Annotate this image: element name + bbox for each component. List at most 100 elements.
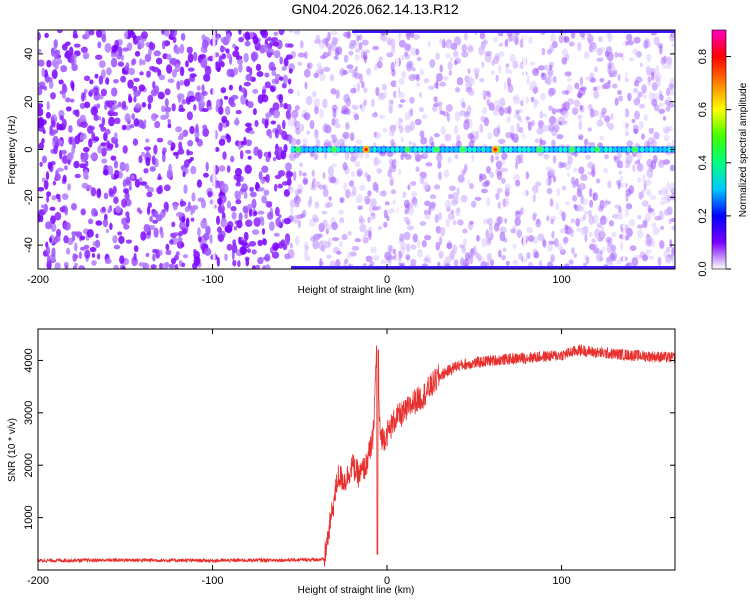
spectrogram-cell (313, 153, 319, 161)
spectrogram-cell (467, 132, 474, 140)
spectrogram-cell (294, 203, 300, 208)
spectrogram-cell (193, 255, 201, 266)
spectrogram-cell (527, 235, 535, 242)
spectrogram-cell (599, 111, 603, 121)
signal-cell (440, 146, 445, 153)
spectrogram-cell (669, 239, 673, 249)
spectrogram-cell (65, 106, 72, 112)
spectrogram-cell (294, 152, 300, 159)
spectrogram-cell (178, 141, 183, 150)
spectrogram-cell (89, 88, 97, 93)
spectrogram-cell (391, 69, 396, 77)
spectrogram-cell (327, 31, 331, 42)
spectrogram-cell (145, 252, 150, 258)
spectrogram-cell (82, 52, 90, 60)
spectrogram-cell (386, 36, 393, 45)
spectrogram-cell (338, 240, 343, 248)
spectrogram-cell (261, 228, 266, 235)
spectrogram-cell (181, 216, 186, 223)
spectrogram-cell (435, 225, 441, 234)
spectrogram-cell (636, 150, 643, 160)
spectrogram-cell (261, 195, 267, 204)
spectrogram-cell (483, 117, 489, 127)
spectrogram-cell (303, 68, 311, 78)
spectrogram-cell (626, 140, 633, 147)
spectrogram-cell (51, 47, 55, 57)
spectrogram-cell (541, 123, 547, 133)
spectrogram-cell (562, 101, 570, 111)
spectrogram-cell (103, 169, 109, 176)
spectrogram-cell (388, 208, 395, 214)
spectrogram-cell (104, 103, 108, 110)
spectrogram-cell (592, 247, 600, 254)
spectrogram-cell (369, 261, 375, 266)
spectrogram-cell (658, 108, 666, 115)
spectrogram-cell (334, 123, 341, 129)
spectrogram-cell (495, 155, 499, 161)
spectrogram-cell (449, 185, 456, 192)
spectrogram-cell (359, 104, 363, 109)
signal-cell (553, 146, 559, 153)
spectrogram-cell (159, 262, 163, 269)
spectrogram-cell (599, 46, 605, 53)
spectrogram-cell (172, 202, 178, 211)
spectrogram-cell (654, 215, 661, 221)
spectrogram-cell (40, 204, 45, 209)
spectrogram-cell (297, 90, 301, 97)
spectrogram-cell (496, 170, 503, 181)
spectrogram-cell (152, 219, 159, 224)
spectrogram-cell (467, 90, 475, 96)
spectrogram-cell (580, 173, 588, 182)
spectrogram-cell (285, 162, 292, 171)
spectrogram-cell (226, 32, 231, 43)
spectrogram-cell (287, 117, 295, 127)
spectrogram-cell (583, 51, 590, 60)
spectrogram-cell (138, 84, 146, 92)
spectrogram-cell (356, 170, 362, 177)
spectrogram-cell (125, 239, 132, 244)
spectrogram-cell (567, 98, 575, 105)
spectrogram-cell (101, 147, 107, 157)
spectrogram-cell (658, 189, 662, 195)
spectrogram-cell (113, 196, 119, 204)
spectrogram-xtick-label: -200 (27, 274, 49, 286)
spectrogram-cell (282, 119, 286, 130)
spectrogram-cell (562, 110, 567, 116)
spectrogram-cell (485, 166, 491, 174)
spectrogram-cell (489, 259, 495, 267)
spectrogram-cell (600, 203, 608, 208)
spectrogram-cell (322, 123, 329, 133)
spectrogram-cell (258, 171, 263, 180)
spectrogram-cell (185, 218, 190, 228)
spectrogram-cell (439, 81, 446, 87)
signal-cell (512, 146, 518, 153)
spectrogram-cell (194, 91, 200, 102)
spectrogram-cell (486, 93, 492, 98)
spectrogram-cell (642, 174, 646, 183)
spectrogram-cell (658, 102, 664, 108)
spectrogram-xtick-label: 100 (552, 274, 570, 286)
spectrogram-cell (584, 138, 589, 146)
spectrogram-cell (400, 136, 405, 143)
spectrogram-cell (510, 124, 515, 134)
spectrogram-cell (482, 48, 486, 55)
spectrogram-cell (366, 67, 372, 76)
spectrogram-cell (322, 51, 330, 58)
spectrogram-cell (256, 71, 264, 77)
signal-cell (639, 146, 645, 153)
spectrogram-cell (63, 235, 69, 244)
spectrogram-cell (188, 76, 195, 82)
spectrogram-cell (283, 144, 288, 153)
spectrogram-cell (433, 133, 440, 138)
spectrogram-cell (38, 32, 41, 41)
spectrogram-cell (445, 104, 453, 112)
spectrogram-cell (200, 58, 208, 69)
spectrogram-cell (549, 198, 554, 207)
signal-cell (522, 146, 527, 153)
spectrogram-cell (510, 32, 519, 43)
spectrogram-cell (202, 124, 208, 131)
spectrogram-cell (377, 159, 382, 165)
spectrogram-cell (84, 249, 91, 259)
spectrogram-cell (177, 148, 185, 155)
spectrogram-cell (404, 53, 411, 60)
